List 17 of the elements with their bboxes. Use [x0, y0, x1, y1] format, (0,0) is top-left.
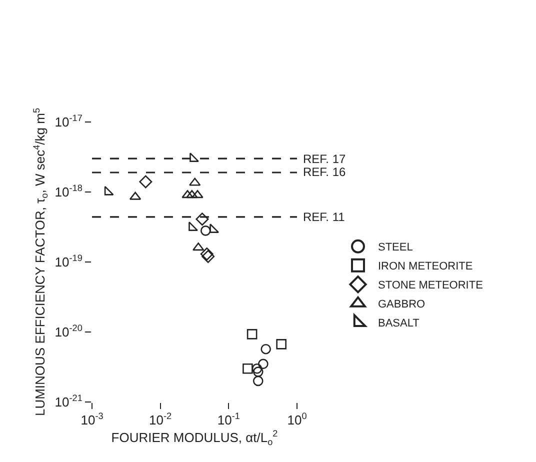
- y-tick-label: 10$^{-20}$: [54, 323, 82, 340]
- x-tick-label: 10$^{-3}$: [80, 411, 104, 428]
- y-tick-label: 10$^{-21}$: [54, 393, 82, 410]
- y-tick-label: 10$^{-17}$: [54, 113, 82, 130]
- legend-label: GABBRO: [378, 298, 426, 311]
- y-tick-label: 10$^{-19}$: [54, 253, 82, 270]
- legend-label: STONE METEORITE: [378, 280, 483, 292]
- legend-label: IRON METEORITE: [378, 260, 473, 273]
- x-tick-label: 10$^{-2}$: [149, 411, 172, 428]
- y-tick-label: 10$^{-18}$: [54, 183, 82, 200]
- x-tick-label: 10$^{-1}$: [217, 411, 240, 428]
- legend-label: STEEL: [378, 242, 413, 254]
- x-tick-label: 10$^{0}$: [287, 411, 307, 428]
- legend-label: BASALT: [378, 318, 420, 330]
- ref-line-label: REF. 17: [303, 152, 346, 166]
- ref-line-label: REF. 11: [303, 210, 346, 224]
- ref-line-label: REF. 16: [303, 165, 346, 179]
